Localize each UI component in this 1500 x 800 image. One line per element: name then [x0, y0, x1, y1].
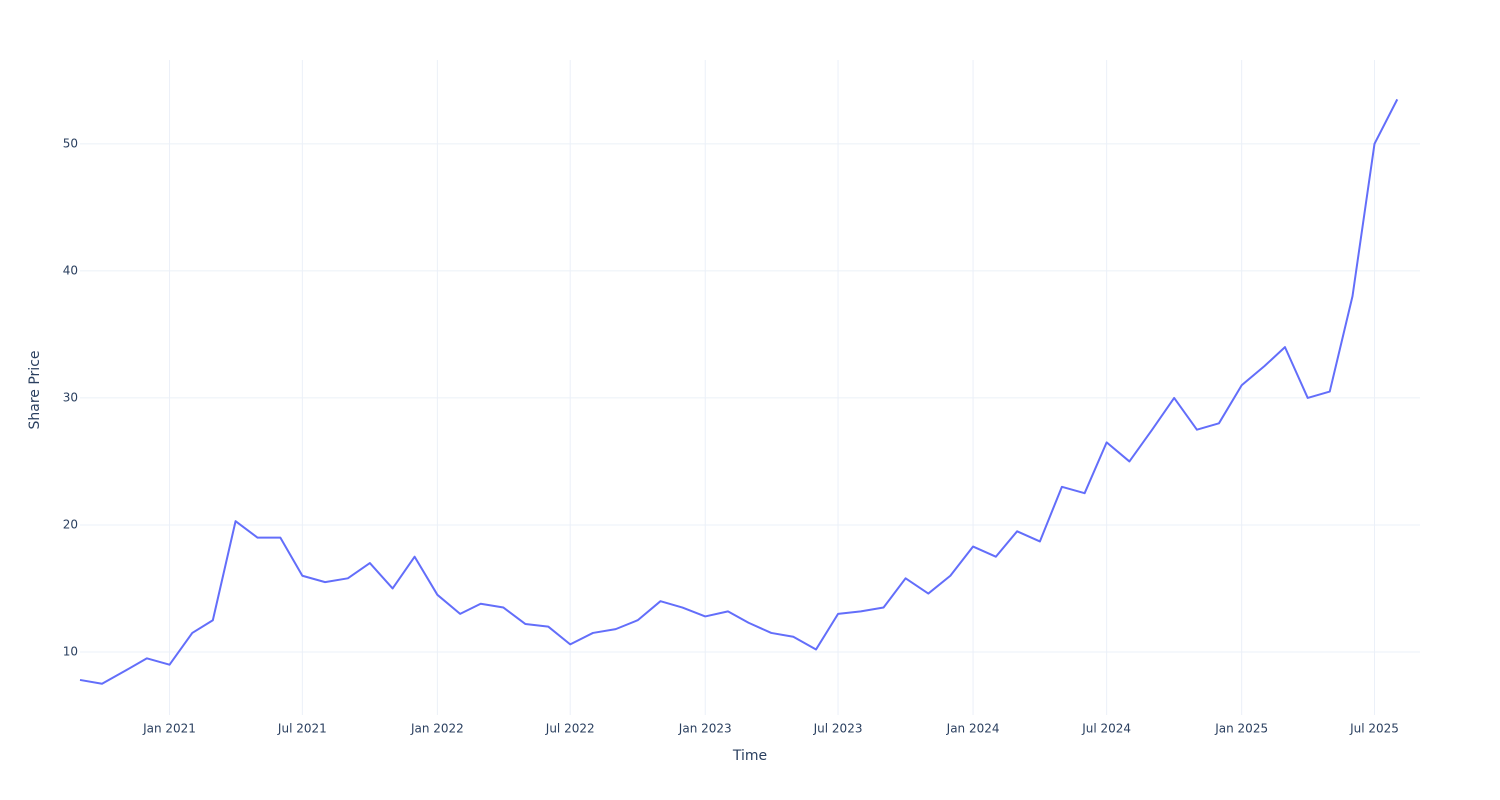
y-tick-label: 40	[63, 263, 78, 277]
x-tick-label: Jan 2025	[1214, 722, 1268, 736]
y-tick-label: 30	[63, 390, 78, 404]
x-tick-label: Jan 2024	[946, 722, 1000, 736]
x-axis-title: Time	[732, 748, 767, 764]
x-tick-label: Jul 2025	[1349, 722, 1399, 736]
price-line	[79, 98, 1399, 685]
x-tick-label: Jul 2022	[545, 722, 595, 736]
x-tick-label: Jan 2022	[410, 722, 464, 736]
y-tick-label: 20	[63, 517, 78, 531]
x-tick-label: Jan 2021	[142, 722, 196, 736]
x-tick-label: Jul 2024	[1081, 722, 1131, 736]
x-tick-label: Jul 2021	[277, 722, 327, 736]
y-axis-title: Share Price	[27, 350, 43, 429]
x-tick-label: Jul 2023	[813, 722, 863, 736]
y-tick-label: 50	[63, 136, 78, 150]
y-tick-label: 10	[63, 644, 78, 658]
x-tick-label: Jan 2023	[678, 722, 732, 736]
